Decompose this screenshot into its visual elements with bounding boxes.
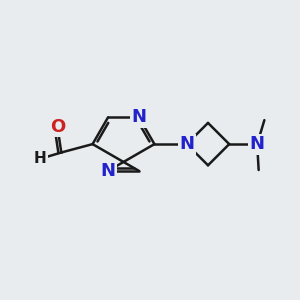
Text: O: O bbox=[50, 118, 65, 136]
Text: N: N bbox=[250, 135, 265, 153]
Text: N: N bbox=[131, 108, 146, 126]
Text: N: N bbox=[179, 135, 194, 153]
Text: N: N bbox=[100, 162, 116, 180]
Text: H: H bbox=[34, 151, 46, 166]
